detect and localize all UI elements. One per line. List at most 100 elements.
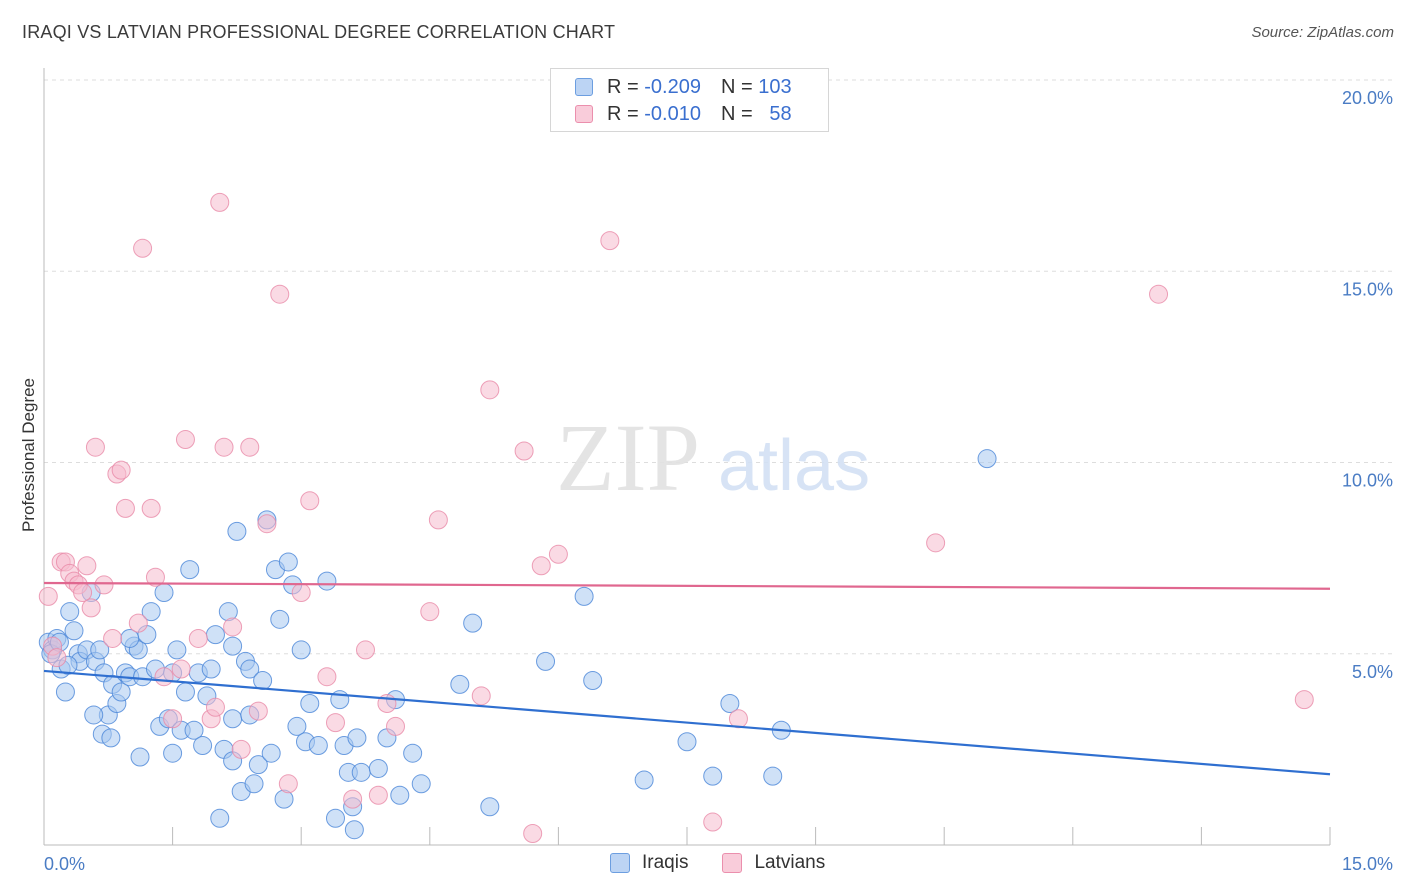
series-swatch-latvians (722, 853, 743, 873)
legend-row-latvians: R = -0.010 N = 58 (575, 101, 792, 127)
data-point (240, 437, 260, 457)
data-point (94, 575, 114, 595)
legend-n-value: 103 (758, 75, 792, 98)
data-point (214, 437, 234, 457)
series-legend: Iraqis Latvians (610, 852, 859, 874)
legend-n-label: N = (720, 75, 753, 98)
series-label-latvians: Latvians (754, 852, 826, 873)
data-point (471, 686, 491, 706)
data-point (175, 430, 195, 450)
data-point (201, 659, 221, 679)
data-point (720, 693, 740, 713)
data-point (677, 732, 697, 752)
data-point (420, 602, 440, 622)
data-point (244, 774, 264, 794)
data-point (634, 770, 654, 790)
data-point (531, 556, 551, 576)
legend-r-label: R = (607, 102, 639, 125)
data-point (77, 556, 97, 576)
data-point (261, 743, 281, 763)
data-point (81, 598, 101, 618)
data-point (111, 460, 131, 480)
data-point (428, 510, 448, 530)
data-point (368, 785, 388, 805)
data-point (1149, 284, 1169, 304)
data-point (325, 713, 345, 733)
trend-line-latvians (43, 581, 1331, 590)
data-point (480, 797, 500, 817)
watermark-zip: ZIP (556, 404, 700, 511)
data-point (163, 709, 183, 729)
data-point (154, 667, 174, 687)
trend-line-iraqis (43, 669, 1331, 776)
data-point (763, 766, 783, 786)
data-point (171, 659, 191, 679)
watermark-atlas: atlas (718, 426, 870, 506)
data-point (223, 617, 243, 637)
legend-n-label: N = (720, 102, 753, 125)
data-point (101, 728, 121, 748)
data-point (128, 613, 148, 633)
data-point (227, 521, 247, 541)
legend-r-value: -0.209 (644, 75, 701, 98)
data-point (291, 640, 311, 660)
data-point (317, 667, 337, 687)
data-point (308, 736, 328, 756)
data-point (287, 716, 307, 736)
data-point (231, 739, 251, 759)
y-tick-label: 15.0% (1342, 279, 1393, 299)
data-point (205, 697, 225, 717)
data-point (356, 640, 375, 660)
data-point (450, 674, 470, 694)
series-swatch-iraqis (610, 853, 630, 873)
data-point (317, 571, 337, 591)
data-point (403, 743, 423, 763)
data-point (926, 533, 946, 553)
data-point (248, 701, 268, 721)
chart-title: IRAQI VS LATVIAN PROFESSIONAL DEGREE COR… (22, 22, 616, 42)
x-tick-label: 15.0% (1342, 854, 1393, 874)
data-point (253, 671, 273, 691)
data-point (514, 441, 534, 461)
legend-row-iraqis: R = -0.209 N = 103 (575, 74, 792, 100)
data-point (167, 640, 187, 660)
data-point (343, 789, 363, 809)
data-point (480, 380, 500, 400)
data-point (300, 693, 320, 713)
data-point (188, 628, 208, 648)
points-layer (38, 192, 1314, 844)
data-point (130, 747, 150, 767)
data-point (193, 736, 213, 756)
data-point (574, 586, 594, 606)
data-point (270, 284, 290, 304)
data-point (548, 544, 568, 564)
data-point (240, 659, 260, 679)
y-tick-label: 5.0% (1352, 662, 1393, 682)
data-point (257, 514, 277, 534)
y-tick-labels: 5.0% 10.0% 15.0% 20.0% (1342, 88, 1393, 682)
data-point (368, 759, 388, 778)
data-point (184, 720, 204, 740)
axes (43, 68, 1331, 846)
data-point (703, 812, 723, 832)
data-point (536, 651, 556, 671)
data-point (1294, 690, 1314, 710)
data-point (55, 682, 75, 702)
data-point (133, 238, 153, 258)
data-point (523, 824, 543, 844)
data-point (210, 192, 230, 212)
legend-swatch-iraqis (575, 78, 593, 96)
x-tick-labels: 0.0% 15.0% (44, 854, 1393, 874)
data-point (270, 609, 290, 629)
data-point (205, 625, 225, 645)
y-tick-label: 20.0% (1342, 88, 1393, 108)
data-point (90, 640, 110, 660)
data-point (728, 709, 748, 729)
series-legend-latvians: Latvians (722, 852, 825, 874)
data-point (977, 449, 997, 469)
data-point (84, 705, 104, 725)
watermark: ZIP atlas (556, 404, 870, 511)
data-point (141, 602, 161, 622)
data-point (38, 586, 58, 606)
